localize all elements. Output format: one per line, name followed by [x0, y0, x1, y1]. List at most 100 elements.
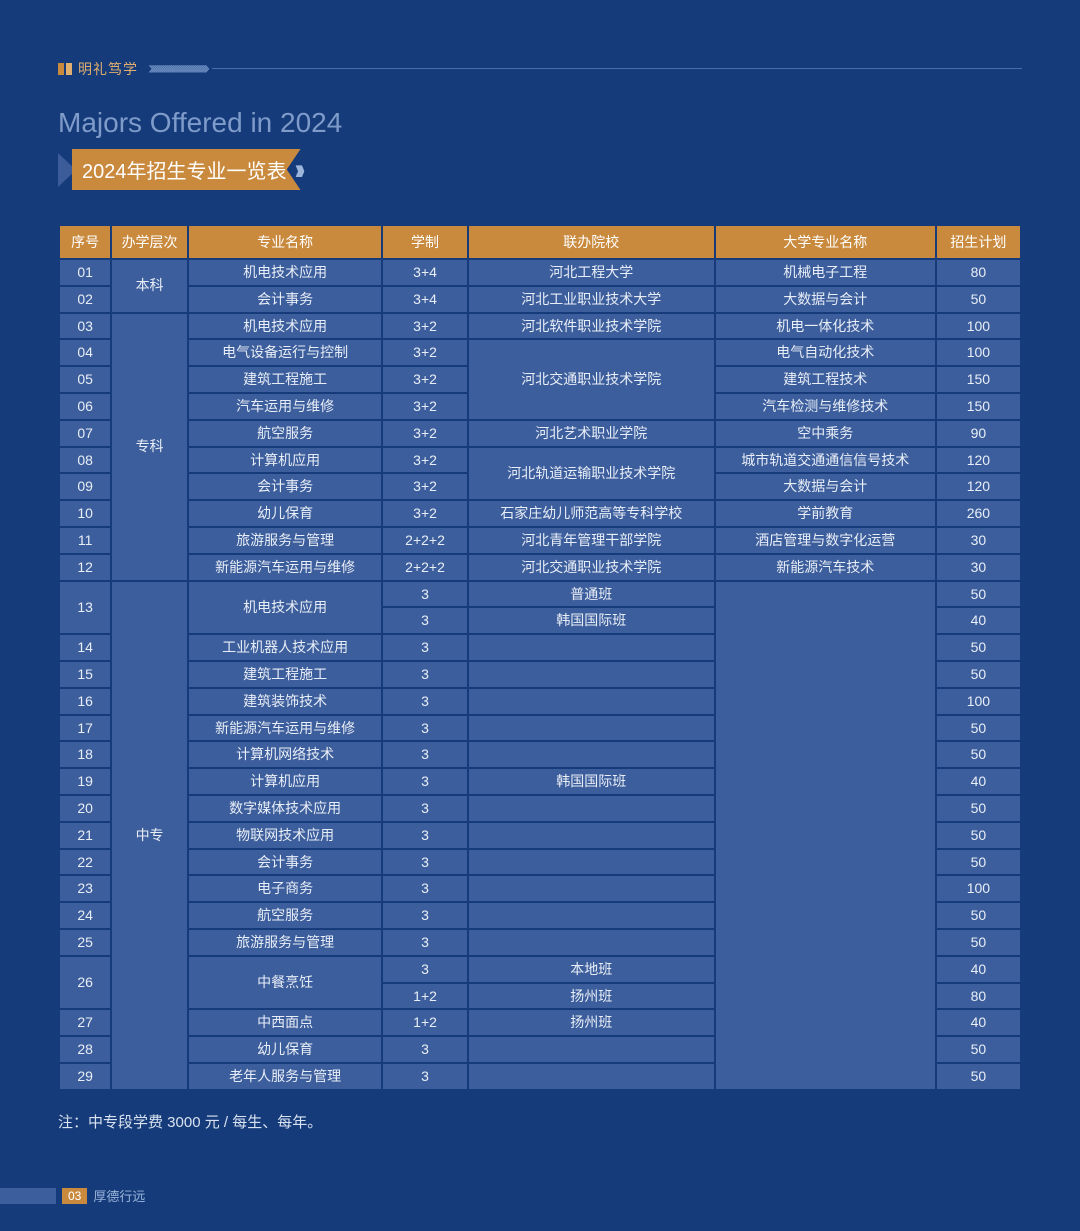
- table-cell: 3+2: [383, 421, 466, 446]
- table-cell: 河北青年管理干部学院: [469, 528, 714, 553]
- table-row: 02会计事务3+4河北工业职业技术大学大数据与会计50: [60, 287, 1020, 312]
- table-cell: 3: [383, 662, 466, 687]
- chevron-decor-icon: ›››››››››››››››››››››››››››››: [148, 58, 206, 79]
- divider: [212, 68, 1022, 69]
- table-cell: [469, 903, 714, 928]
- table-cell: 07: [60, 421, 110, 446]
- table-cell: 3: [383, 1037, 466, 1062]
- table-cell: 3: [383, 608, 466, 633]
- table-cell: 扬州班: [469, 1010, 714, 1035]
- table-cell: 机电技术应用: [189, 582, 382, 634]
- table-cell: 100: [937, 340, 1020, 365]
- table-row: 07航空服务3+2河北艺术职业学院空中乘务90: [60, 421, 1020, 446]
- table-cell: 机电一体化技术: [716, 314, 935, 339]
- table-header-row: 序号 办学层次 专业名称 学制 联办院校 大学专业名称 招生计划: [60, 226, 1020, 258]
- table-cell: [469, 876, 714, 901]
- table-cell: 27: [60, 1010, 110, 1035]
- table-cell: [469, 823, 714, 848]
- table-cell: 260: [937, 501, 1020, 526]
- table-cell: 03: [60, 314, 110, 339]
- table-cell: 计算机应用: [189, 769, 382, 794]
- table-cell: 24: [60, 903, 110, 928]
- table-cell: 29: [60, 1064, 110, 1089]
- col-plan: 招生计划: [937, 226, 1020, 258]
- col-uni: 大学专业名称: [716, 226, 935, 258]
- table-cell: 28: [60, 1037, 110, 1062]
- table-cell: 电气自动化技术: [716, 340, 935, 365]
- table-cell: [469, 662, 714, 687]
- table-cell: 建筑工程施工: [189, 367, 382, 392]
- table-cell: 韩国国际班: [469, 769, 714, 794]
- table-cell: 01: [60, 260, 110, 285]
- table-cell: 物联网技术应用: [189, 823, 382, 848]
- footnote: 注：中专段学费 3000 元 / 每生、每年。: [58, 1111, 1022, 1132]
- table-cell: 10: [60, 501, 110, 526]
- table-cell: 河北工程大学: [469, 260, 714, 285]
- table-cell: 会计事务: [189, 850, 382, 875]
- table-cell: 40: [937, 608, 1020, 633]
- table-cell: 17: [60, 716, 110, 741]
- table-cell: 12: [60, 555, 110, 580]
- table-cell: 3+2: [383, 448, 466, 473]
- table-cell: [469, 635, 714, 660]
- table-cell: 100: [937, 876, 1020, 901]
- header-decor-row: 明礼笃学 ›››››››››››››››››››››››››››››: [58, 58, 1022, 79]
- table-cell: 50: [937, 582, 1020, 607]
- table-cell: 新能源汽车技术: [716, 555, 935, 580]
- table-cell: 新能源汽车运用与维修: [189, 555, 382, 580]
- col-name: 专业名称: [189, 226, 382, 258]
- table-cell: 23: [60, 876, 110, 901]
- table-cell: 04: [60, 340, 110, 365]
- table-cell: 30: [937, 555, 1020, 580]
- table-cell: 河北轨道运输职业技术学院: [469, 448, 714, 500]
- table-cell: 1+2: [383, 984, 466, 1009]
- table-cell: [469, 716, 714, 741]
- table-cell: 旅游服务与管理: [189, 528, 382, 553]
- table-cell: 18: [60, 742, 110, 767]
- col-level: 办学层次: [112, 226, 186, 258]
- table-cell: 机电技术应用: [189, 260, 382, 285]
- table-cell: [469, 1037, 714, 1062]
- table-cell: 中西面点: [189, 1010, 382, 1035]
- table-cell: 电气设备运行与控制: [189, 340, 382, 365]
- table-cell: 50: [937, 930, 1020, 955]
- table-cell: 150: [937, 367, 1020, 392]
- table-cell: [469, 742, 714, 767]
- page-title: 2024年招生专业一览表: [72, 149, 301, 190]
- table-cell: 3: [383, 689, 466, 714]
- table-cell: [716, 582, 935, 1089]
- table-cell: 航空服务: [189, 421, 382, 446]
- table-cell: 大数据与会计: [716, 287, 935, 312]
- bullet-icon: [58, 63, 64, 75]
- table-cell: 11: [60, 528, 110, 553]
- table-cell: 老年人服务与管理: [189, 1064, 382, 1089]
- header-tag: 明礼笃学: [78, 59, 138, 79]
- table-cell: 本科: [112, 260, 186, 312]
- table-cell: 3+2: [383, 314, 466, 339]
- table-cell: 50: [937, 662, 1020, 687]
- table-cell: 2+2+2: [383, 528, 466, 553]
- triple-chevron-icon: ›››: [301, 153, 307, 187]
- table-cell: 120: [937, 448, 1020, 473]
- table-cell: 50: [937, 287, 1020, 312]
- table-cell: 3: [383, 957, 466, 982]
- table-cell: 100: [937, 689, 1020, 714]
- footer-block-icon: [0, 1188, 56, 1204]
- table-cell: 50: [937, 850, 1020, 875]
- table-cell: 50: [937, 1037, 1020, 1062]
- table-cell: 幼儿保育: [189, 1037, 382, 1062]
- table-cell: 14: [60, 635, 110, 660]
- table-cell: 计算机应用: [189, 448, 382, 473]
- table-cell: 中餐烹饪: [189, 957, 382, 1009]
- table-cell: 08: [60, 448, 110, 473]
- table-cell: 50: [937, 1064, 1020, 1089]
- table-cell: 学前教育: [716, 501, 935, 526]
- table-cell: 3: [383, 823, 466, 848]
- table-cell: 22: [60, 850, 110, 875]
- table-cell: [469, 850, 714, 875]
- table-cell: 河北艺术职业学院: [469, 421, 714, 446]
- table-cell: 河北交通职业技术学院: [469, 340, 714, 418]
- table-body: 01本科机电技术应用3+4河北工程大学机械电子工程8002会计事务3+4河北工业…: [60, 260, 1020, 1089]
- table-cell: 3: [383, 742, 466, 767]
- table-cell: 旅游服务与管理: [189, 930, 382, 955]
